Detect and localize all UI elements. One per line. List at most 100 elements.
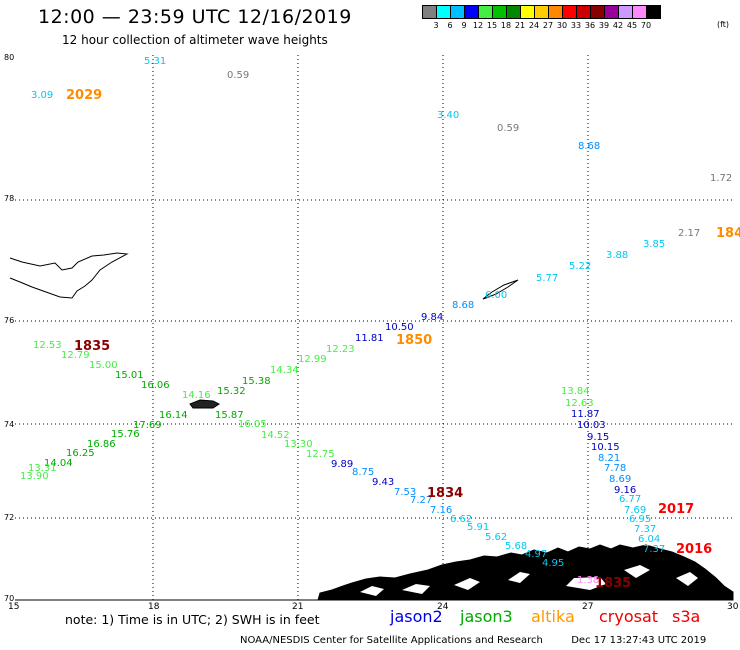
latitude-tick-label: 72 xyxy=(4,513,14,522)
latitude-tick-label: 78 xyxy=(4,194,14,203)
pass-time-markers: 2029 184 1850 1835 1834 2017 2016 1835 xyxy=(66,88,740,591)
wave-height-value: 1.72 xyxy=(710,173,732,184)
legend-label: 36 xyxy=(584,21,596,30)
wave-height-value: 7.78 xyxy=(604,463,626,474)
wave-height-value: 7.53 xyxy=(394,487,416,498)
latitude-tick-label: 74 xyxy=(4,420,14,429)
pass-time-marker: 1835 xyxy=(595,576,631,591)
longitude-tick-label: 27 xyxy=(582,602,593,612)
satellite-jason2: jason2 xyxy=(390,607,443,626)
footer-org: NOAA/NESDIS Center for Satellite Applica… xyxy=(240,635,543,646)
wave-height-value: 6.04 xyxy=(638,534,660,545)
pass-time-marker: 1835 xyxy=(74,339,110,354)
wave-height-value: 6.95 xyxy=(629,514,651,525)
legend-swatch xyxy=(618,5,633,19)
latitude-tick-label: 70 xyxy=(4,594,14,603)
legend-swatch xyxy=(562,5,577,19)
legend-label: 30 xyxy=(556,21,568,30)
wave-height-value: 16.05 xyxy=(238,419,267,430)
wave-height-value: 6.77 xyxy=(619,494,641,505)
legend-swatch xyxy=(604,5,619,19)
wave-height-value: 7.69 xyxy=(624,505,646,516)
legend-swatch xyxy=(478,5,493,19)
wave-height-value: 11.87 xyxy=(571,409,600,420)
legend-swatch xyxy=(464,5,479,19)
wave-height-value: 13.30 xyxy=(284,439,313,450)
wave-height-value: 9.84 xyxy=(421,312,443,323)
wave-height-value: 15.00 xyxy=(89,360,118,371)
wave-height-value: 6.62 xyxy=(450,514,472,525)
wave-height-value: 2.17 xyxy=(678,228,700,239)
wave-height-values: 5.31 0.59 3.09 3.40 0.59 8.68 1.72 2.17 3.85 3.88… xyxy=(20,56,732,586)
satellite-altika: altika xyxy=(531,607,575,626)
wave-height-value: 8.21 xyxy=(598,453,620,464)
pass-time-marker: 2016 xyxy=(676,542,712,557)
legend-label: 12 xyxy=(472,21,484,30)
latitude-labels: 80 78 76 74 72 70 xyxy=(4,53,14,603)
legend-label: 45 xyxy=(626,21,638,30)
legend-label: 24 xyxy=(528,21,540,30)
legend-label: 9 xyxy=(461,21,467,30)
longitude-tick-label: 18 xyxy=(148,602,160,612)
wave-height-value: 15.01 xyxy=(115,370,144,381)
wave-height-value: 15.87 xyxy=(215,410,244,421)
wave-height-value: 12.75 xyxy=(306,449,335,460)
longitude-tick-label: 24 xyxy=(437,602,449,612)
satellite-jason3: jason3 xyxy=(460,607,513,626)
legend-unit: (ft) xyxy=(717,20,730,29)
footer-timestamp: Dec 17 13:27:43 UTC 2019 xyxy=(571,635,707,646)
wave-height-value: 14.34 xyxy=(270,365,299,376)
wave-height-value: 12.53 xyxy=(33,340,62,351)
graticule xyxy=(15,55,733,600)
wave-height-value: 12.23 xyxy=(326,344,355,355)
wave-height-value: 1.38 xyxy=(577,575,599,586)
wave-height-value: 8.69 xyxy=(609,474,631,485)
legend-labels: 3 6 9 12 15 18 21 24 27 30 33 36 39 42 45 70 xyxy=(422,19,660,31)
wave-height-value: 7.37 xyxy=(634,524,656,535)
legend-label: 15 xyxy=(486,21,498,30)
wave-height-value: 10.03 xyxy=(577,420,606,431)
wave-height-value: 8.75 xyxy=(352,467,374,478)
wave-height-value: 13.31 xyxy=(28,463,57,474)
pass-time-marker: 1850 xyxy=(396,333,432,348)
wave-height-value: 16.06 xyxy=(141,380,170,391)
legend-swatches xyxy=(422,5,661,19)
wave-height-value: 8.68 xyxy=(452,300,474,311)
note-text: note: 1) Time is in UTC; 2) SWH is in fe… xyxy=(65,612,320,627)
landmass-water-gaps xyxy=(360,565,698,596)
legend-swatch xyxy=(450,5,465,19)
pass-time-marker: 1834 xyxy=(427,486,463,501)
wave-height-value: 7.27 xyxy=(410,495,432,506)
legend-swatch xyxy=(576,5,591,19)
longitude-tick-label: 15 xyxy=(8,602,19,612)
legend-swatch xyxy=(534,5,549,19)
pass-time-marker: 2017 xyxy=(658,502,694,517)
wave-height-value: 5.62 xyxy=(485,532,507,543)
legend-swatch xyxy=(506,5,521,19)
legend-label: 21 xyxy=(514,21,526,30)
wave-height-value: 15.76 xyxy=(111,429,140,440)
pass-time-marker: 2029 xyxy=(66,88,102,103)
wave-height-value: 5.31 xyxy=(144,56,166,67)
wave-height-value: 12.99 xyxy=(298,354,327,365)
page-title: 12:00 — 23:59 UTC 12/16/2019 xyxy=(38,6,352,28)
wave-height-value: 13.84 xyxy=(561,386,590,397)
color-legend: 3 6 9 12 15 18 21 24 27 30 33 36 39 42 45 70 xyxy=(422,5,661,31)
legend-swatch xyxy=(422,5,437,19)
legend-swatch xyxy=(436,5,451,19)
legend-swatch xyxy=(548,5,563,19)
wave-height-value: 4.95 xyxy=(542,558,564,569)
wave-height-value: 6.00 xyxy=(485,290,507,301)
wave-height-value: 16.25 xyxy=(66,448,95,459)
wave-height-value: 0.59 xyxy=(227,70,249,81)
wave-height-value: 9.16 xyxy=(614,485,636,496)
longitude-tick-label: 30 xyxy=(727,602,739,612)
wave-height-value: 10.15 xyxy=(591,442,620,453)
wave-height-value: 7.16 xyxy=(430,505,452,516)
legend-label: 18 xyxy=(500,21,512,30)
wave-height-value: 16.86 xyxy=(87,439,116,450)
wave-height-value: 13.90 xyxy=(20,471,49,482)
wave-height-value: 16.14 xyxy=(159,410,188,421)
wave-height-value: 7.37 xyxy=(643,544,665,555)
wave-height-value: 3.85 xyxy=(643,239,665,250)
